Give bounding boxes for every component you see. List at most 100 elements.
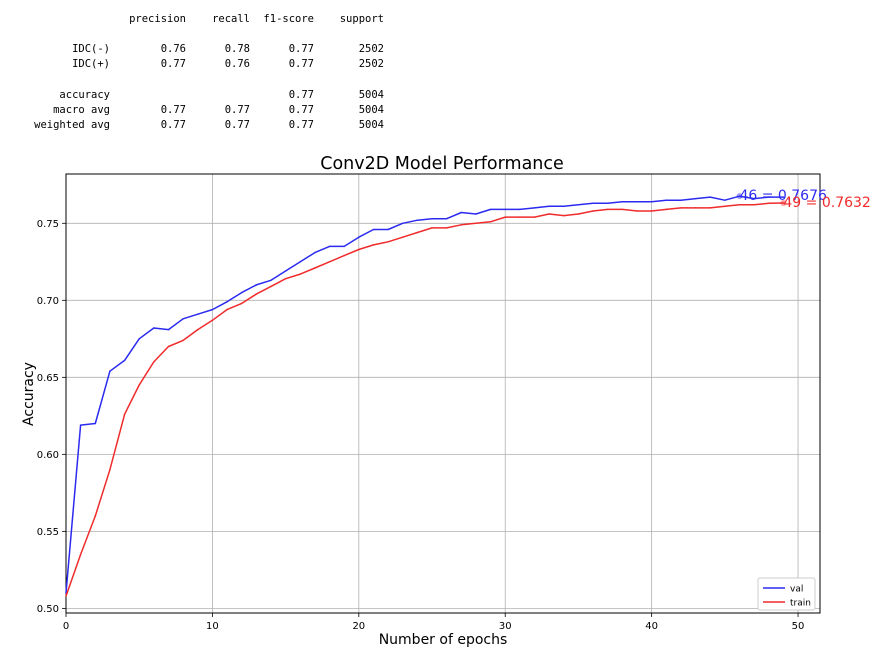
legend-label-train: train	[790, 599, 811, 609]
data-point-train	[606, 208, 609, 211]
data-point-val	[665, 199, 668, 201]
cell-precision: 0.76	[160, 43, 186, 56]
data-point-val	[694, 197, 697, 200]
data-point-train	[738, 204, 741, 206]
data-point-train	[109, 468, 111, 471]
data-point-val	[460, 211, 463, 214]
data-point-val	[445, 217, 448, 220]
cell-support: 2502	[358, 43, 384, 56]
x-tick-label: 40	[645, 621, 658, 632]
data-point-val	[182, 318, 184, 320]
legend-label-val: val	[790, 585, 803, 595]
data-point-val	[328, 245, 331, 248]
data-point-val	[167, 328, 170, 331]
data-point-train	[475, 222, 477, 225]
data-point-val	[401, 222, 404, 225]
data-point-val	[226, 301, 228, 303]
data-point-val	[782, 196, 785, 198]
cell-f1: 0.77	[288, 88, 314, 101]
data-point-train	[650, 210, 653, 212]
annotation-label: 49 = 0.7632	[783, 195, 870, 211]
data-point-train	[138, 384, 140, 386]
data-point-train	[592, 210, 594, 212]
data-point-train	[240, 302, 243, 305]
data-point-train	[489, 221, 492, 223]
data-point-val	[138, 338, 140, 340]
data-point-train	[79, 553, 82, 556]
cell-recall: 0.77	[224, 103, 250, 116]
data-point-val	[709, 196, 711, 198]
report-row: accuracy 0.77 5004	[14, 88, 384, 103]
data-point-train	[621, 208, 624, 211]
data-point-train	[577, 213, 580, 215]
x-axis-ticks: 0 10 20 30 40 50	[63, 613, 805, 632]
data-point-train	[533, 216, 536, 218]
row-label: accuracy	[59, 88, 110, 101]
data-point-val	[299, 261, 302, 263]
cell-f1: 0.77	[288, 103, 314, 116]
report-row: IDC(-) 0.76 0.78 0.77 2502	[14, 42, 384, 57]
data-point-val	[255, 284, 258, 286]
data-point-val	[94, 422, 97, 425]
data-point-train	[284, 277, 287, 280]
y-tick-label: 0.60	[37, 450, 59, 461]
data-point-train	[182, 339, 184, 342]
data-point-train	[504, 216, 506, 218]
report-header-f1: f1-score	[263, 13, 314, 25]
report-header-support: support	[339, 13, 384, 25]
data-point-val	[592, 202, 594, 205]
cell-support: 5004	[358, 103, 384, 116]
data-point-val	[387, 228, 389, 231]
data-point-val	[284, 270, 287, 272]
data-point-train	[255, 293, 258, 295]
data-point-val	[431, 217, 433, 220]
cell-support: 5004	[358, 88, 384, 101]
data-point-val	[416, 219, 419, 221]
data-point-train	[768, 202, 770, 205]
data-point-train	[431, 227, 433, 229]
report-row: IDC(+) 0.77 0.76 0.77 2502	[14, 57, 384, 72]
data-point-train	[401, 236, 404, 238]
data-point-train	[328, 261, 331, 263]
x-tick-label: 50	[792, 621, 805, 632]
series-lines	[65, 195, 785, 597]
data-point-val	[489, 208, 492, 211]
data-point-val	[123, 359, 126, 362]
data-point-train	[753, 204, 755, 206]
y-axis-ticks: 0.50 0.55 0.60 0.65 0.70 0.75	[37, 219, 66, 615]
data-point-val	[211, 308, 214, 311]
data-point-val	[314, 251, 316, 254]
cell-recall: 0.77	[224, 119, 250, 132]
x-tick-label: 10	[206, 621, 219, 632]
data-point-train	[211, 319, 214, 322]
cell-precision: 0.77	[160, 103, 186, 116]
data-point-val	[240, 291, 243, 294]
data-point-val	[197, 313, 199, 315]
report-header-recall: recall	[212, 13, 250, 25]
report-header-precision: precision	[129, 13, 186, 25]
data-point-val	[577, 204, 580, 206]
data-point-val	[109, 370, 111, 372]
data-point-val	[650, 200, 653, 203]
data-point-train	[724, 205, 726, 208]
data-point-train	[445, 227, 448, 229]
report-row: macro avg 0.77 0.77 0.77 5004	[14, 103, 384, 118]
data-point-val	[768, 196, 770, 198]
cell-support: 5004	[358, 119, 384, 132]
series-line-train	[65, 202, 784, 597]
data-point-train	[372, 244, 375, 246]
data-point-train	[636, 210, 638, 212]
series-line-val	[65, 195, 784, 594]
data-point-val	[563, 205, 565, 208]
data-point-train	[387, 241, 389, 243]
cell-f1: 0.77	[288, 58, 314, 71]
y-tick-label: 0.70	[37, 296, 59, 307]
x-tick-label: 0	[63, 621, 69, 632]
data-point-val	[753, 197, 755, 200]
data-point-train	[343, 254, 345, 257]
data-point-val	[343, 245, 345, 248]
y-tick-label: 0.55	[37, 527, 59, 538]
data-point-val	[270, 279, 272, 282]
cell-precision: 0.77	[160, 58, 186, 71]
row-label: IDC(+)	[72, 58, 110, 71]
